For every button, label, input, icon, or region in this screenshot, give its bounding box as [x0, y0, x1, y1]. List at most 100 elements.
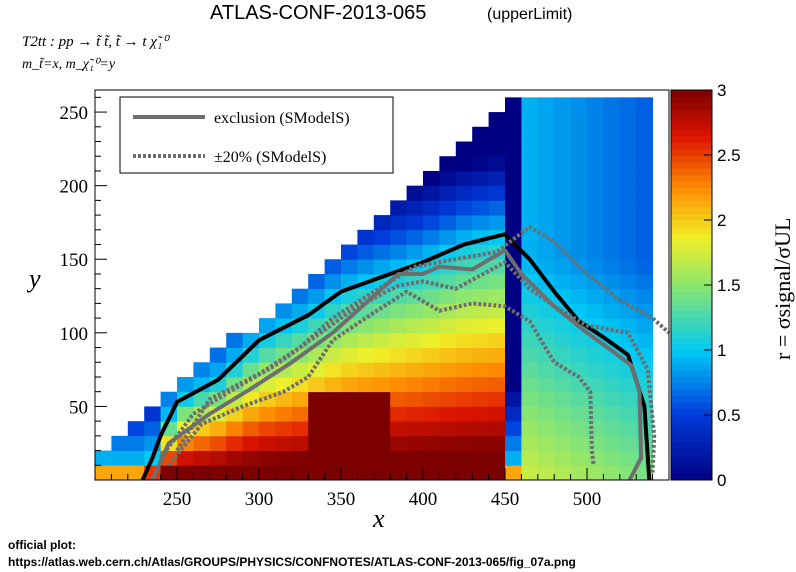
heatmap-cell	[521, 141, 539, 157]
heatmap-cell	[341, 450, 358, 466]
heatmap-cell	[619, 406, 637, 422]
heatmap-cell	[209, 435, 227, 451]
heatmap-cell	[291, 391, 309, 407]
contour-band-line	[167, 289, 596, 467]
heatmap-cell	[472, 170, 489, 187]
colorbar-segment	[671, 369, 712, 377]
heatmap-cell	[455, 215, 473, 231]
heatmap-cell	[587, 450, 604, 466]
heatmap-cell	[488, 347, 506, 363]
heatmap-cell	[406, 185, 424, 201]
heatmap-cell	[341, 362, 358, 378]
heatmap-cell	[291, 406, 309, 422]
heatmap-cell	[439, 273, 457, 290]
heatmap-cell	[554, 406, 571, 422]
legend-label-band: ±20% (SModelS)	[214, 149, 326, 166]
heatmap-cell	[537, 170, 555, 187]
heatmap-cell	[291, 465, 309, 481]
colorbar-segment	[671, 298, 712, 305]
colorbar-segment	[671, 213, 712, 221]
heatmap-cell	[291, 421, 309, 437]
heatmap-cell	[324, 347, 342, 363]
heatmap-cell	[439, 435, 457, 451]
heatmap-cell	[472, 435, 489, 451]
heatmap-cell	[537, 465, 555, 481]
heatmap-cell	[455, 391, 473, 407]
heatmap-cell	[570, 200, 588, 216]
heatmap-cell	[341, 244, 358, 260]
heatmap-cell	[603, 421, 621, 437]
footer-url[interactable]: https://atlas.web.cern.ch/Atlas/GROUPS/P…	[8, 555, 576, 569]
heatmap-cell	[291, 435, 309, 451]
heatmap-cell	[505, 465, 522, 481]
colorbar-segment	[671, 467, 712, 474]
heatmap-cell	[209, 421, 227, 437]
heatmap-cell	[554, 229, 571, 245]
heatmap-cell	[537, 215, 555, 231]
heatmap-cell	[537, 244, 555, 260]
heatmap-cell	[554, 347, 571, 363]
colorbar-segment	[671, 187, 712, 195]
colorbar-segment	[671, 447, 712, 455]
heatmap-cell	[619, 288, 637, 304]
colorbar-segment	[671, 389, 712, 396]
heatmap-cell	[144, 406, 161, 422]
heatmap-cell	[619, 421, 637, 437]
heatmap-cell	[275, 303, 293, 319]
heatmap-cell	[324, 421, 342, 437]
heatmap-cell	[570, 435, 588, 451]
colorbar-segment	[671, 415, 712, 422]
y-tick-label: 150	[60, 250, 89, 271]
heatmap-cell	[587, 465, 604, 481]
heatmap-cell	[242, 362, 260, 378]
heatmap-cell	[521, 362, 539, 378]
heatmap-cell	[390, 391, 407, 407]
heatmap-cell	[226, 435, 243, 451]
heatmap-cell	[603, 141, 621, 157]
heatmap-cell	[587, 215, 604, 231]
heatmap-cell	[127, 465, 145, 481]
colorbar-segment	[671, 382, 712, 390]
legend: exclusion (SModelS) ±20% (SModelS)	[119, 96, 394, 174]
heatmap-cell	[570, 406, 588, 422]
heatmap-cell	[570, 273, 588, 290]
heatmap-cell	[472, 126, 489, 142]
colorbar-tick-label: 3	[717, 81, 726, 100]
heatmap-cell	[373, 450, 391, 466]
heatmap-cell	[521, 406, 539, 422]
heatmap-cell	[390, 406, 407, 422]
heatmap-cell	[554, 126, 571, 142]
heatmap-cell	[537, 303, 555, 319]
heatmap-cell	[521, 156, 539, 172]
heatmap-cell	[619, 318, 637, 334]
heatmap-cell	[226, 450, 243, 466]
colorbar-segment	[671, 246, 712, 253]
contour-band-line	[175, 224, 671, 452]
heatmap-cell	[537, 156, 555, 172]
heatmap-cell	[357, 391, 375, 407]
heatmap-cell	[341, 406, 358, 422]
heatmap-cell	[373, 259, 391, 275]
heatmap-cell	[357, 465, 375, 481]
heatmap-cell	[636, 185, 653, 201]
colorbar-tick-label: 0.5	[717, 406, 741, 425]
heatmap-cell	[619, 141, 637, 157]
heatmap-cell	[603, 244, 621, 260]
heatmap-cell	[587, 347, 604, 363]
heatmap-cell	[488, 465, 506, 481]
heatmap-cell	[488, 126, 506, 142]
heatmap-cell	[570, 421, 588, 437]
heatmap-cell	[619, 97, 637, 113]
heatmap-cell	[390, 229, 407, 245]
heatmap-cell	[259, 406, 276, 422]
heatmap-cell	[636, 141, 653, 157]
heatmap-cell	[587, 112, 604, 128]
heatmap-cell	[439, 318, 457, 334]
heatmap-cell	[127, 435, 145, 451]
heatmap-cell	[587, 435, 604, 451]
heatmap-cell	[242, 421, 260, 437]
heatmap-cell	[373, 215, 391, 231]
heatmap-cell	[521, 97, 539, 113]
heatmap-cell	[603, 215, 621, 231]
